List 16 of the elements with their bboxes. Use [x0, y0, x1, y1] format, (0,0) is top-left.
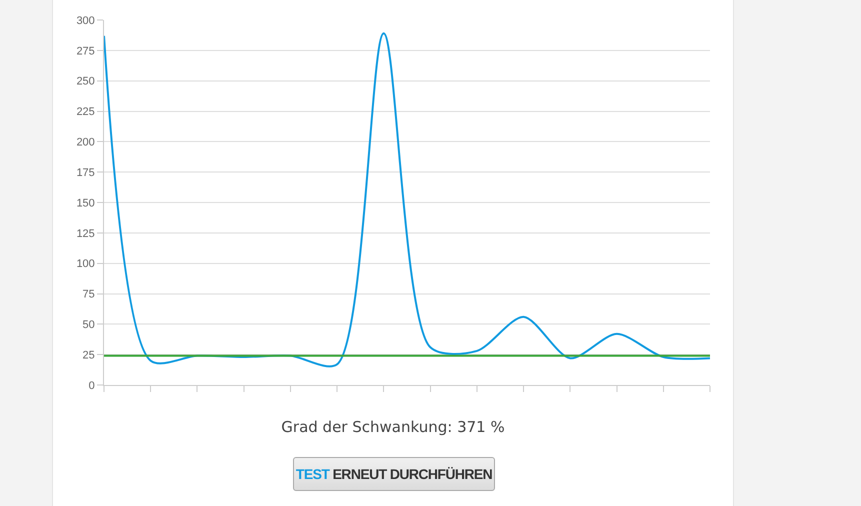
y-tick-label: 50	[82, 319, 95, 332]
y-tick-label: 150	[76, 197, 95, 210]
retest-button: TEST ERNEUT DURCHFÜHREN	[293, 457, 495, 491]
y-tick-label: 275	[76, 45, 95, 58]
y-tick-label: 300	[76, 14, 95, 27]
y-tick-label: 225	[76, 106, 95, 118]
y-tick-label: 175	[76, 166, 95, 179]
y-tick-label: 0	[88, 380, 95, 392]
y-tick-label: 250	[76, 76, 95, 88]
y-tick-label: 200	[76, 136, 95, 149]
y-tick-label: 75	[82, 288, 95, 301]
y-tick-label: 25	[82, 349, 95, 362]
line-series	[104, 32, 710, 366]
y-tick-label: 100	[76, 258, 95, 270]
y-tick-label: 125	[76, 228, 95, 240]
text: Grad der Schwankung: 371 %	[280, 418, 506, 436]
